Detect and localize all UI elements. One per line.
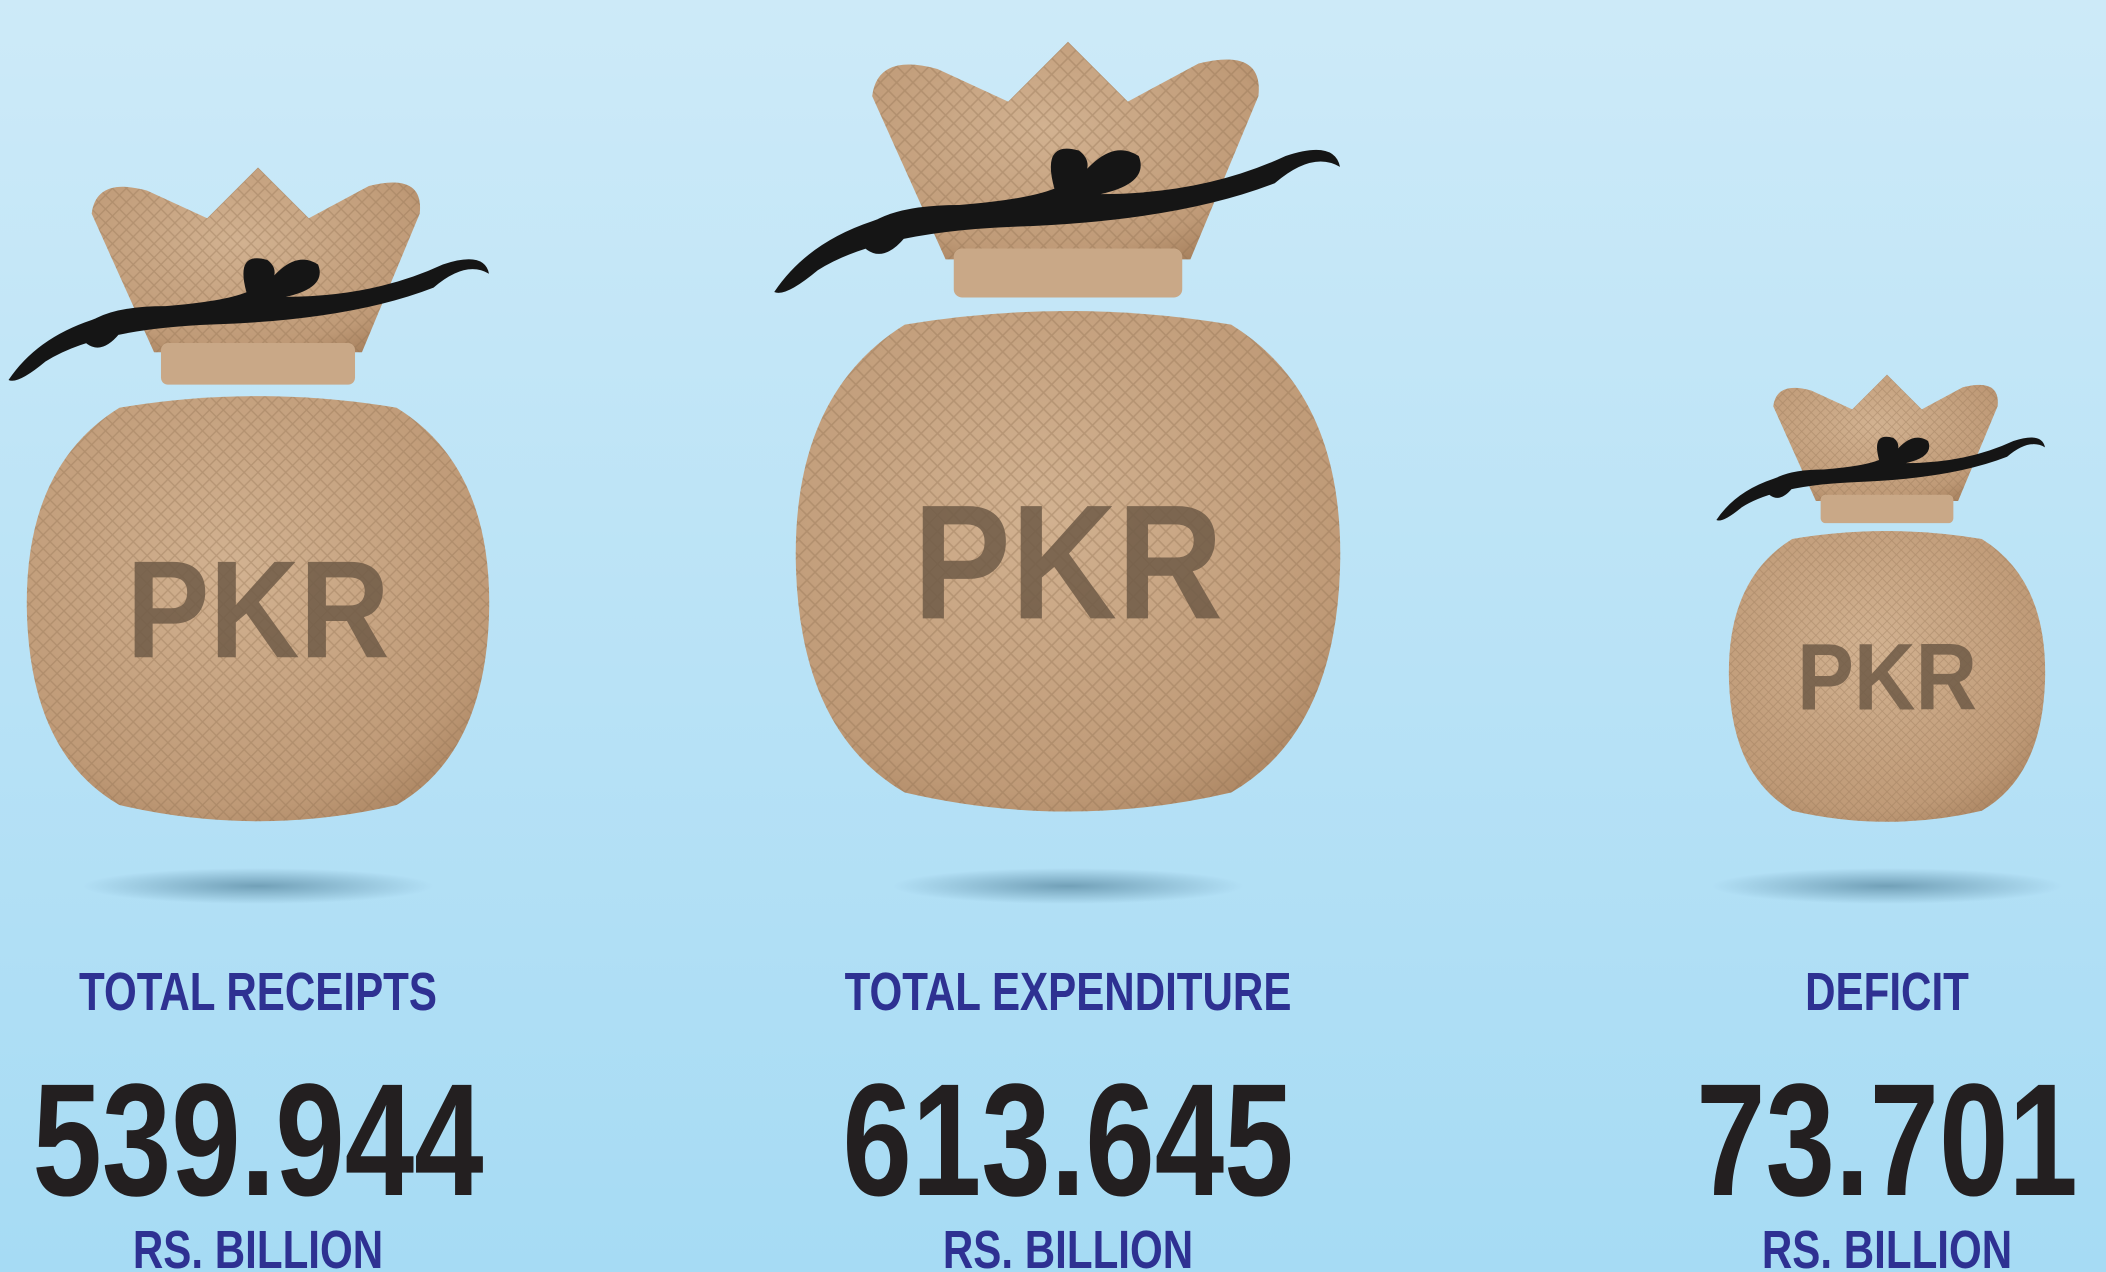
bag-neck	[954, 248, 1182, 297]
bag-text: PKR	[1797, 624, 1977, 730]
item-unit-wrap: RS. BILLION	[943, 1220, 1193, 1272]
item-value: 613.645	[842, 1051, 1293, 1229]
bag-neck	[161, 343, 355, 385]
page: PKRTOTAL RECEIPTS539.944RS. BILLIONPKRTO…	[0, 0, 2106, 1272]
item-unit-wrap: RS. BILLION	[133, 1220, 383, 1272]
item-unit-wrap: RS. BILLION	[1762, 1220, 2012, 1272]
item-label: TOTAL EXPENDITURE	[845, 962, 1292, 1022]
bag-text: PKR	[126, 532, 389, 687]
item-label: TOTAL RECEIPTS	[79, 962, 437, 1022]
bag-shadow	[83, 868, 433, 904]
item-label: DEFICIT	[1805, 962, 1969, 1022]
item-unit: RS. BILLION	[943, 1220, 1193, 1272]
item-label-wrap: DEFICIT	[1805, 962, 1969, 1022]
item-value-wrap: 73.701	[1696, 1051, 2078, 1229]
item-label-wrap: TOTAL RECEIPTS	[79, 962, 437, 1022]
item-value-wrap: 613.645	[842, 1051, 1293, 1229]
bag-neck	[1821, 495, 1954, 523]
item-unit: RS. BILLION	[133, 1220, 383, 1272]
item-value-wrap: 539.944	[32, 1051, 483, 1229]
infographic: PKRTOTAL RECEIPTS539.944RS. BILLIONPKRTO…	[0, 0, 2106, 1272]
item-label-wrap: TOTAL EXPENDITURE	[845, 962, 1292, 1022]
bag-shadow	[893, 868, 1243, 904]
item-unit: RS. BILLION	[1762, 1220, 2012, 1272]
item-value: 73.701	[1696, 1051, 2078, 1229]
bag-text: PKR	[913, 470, 1223, 653]
bag-shadow	[1712, 868, 2062, 904]
item-value: 539.944	[32, 1051, 483, 1229]
